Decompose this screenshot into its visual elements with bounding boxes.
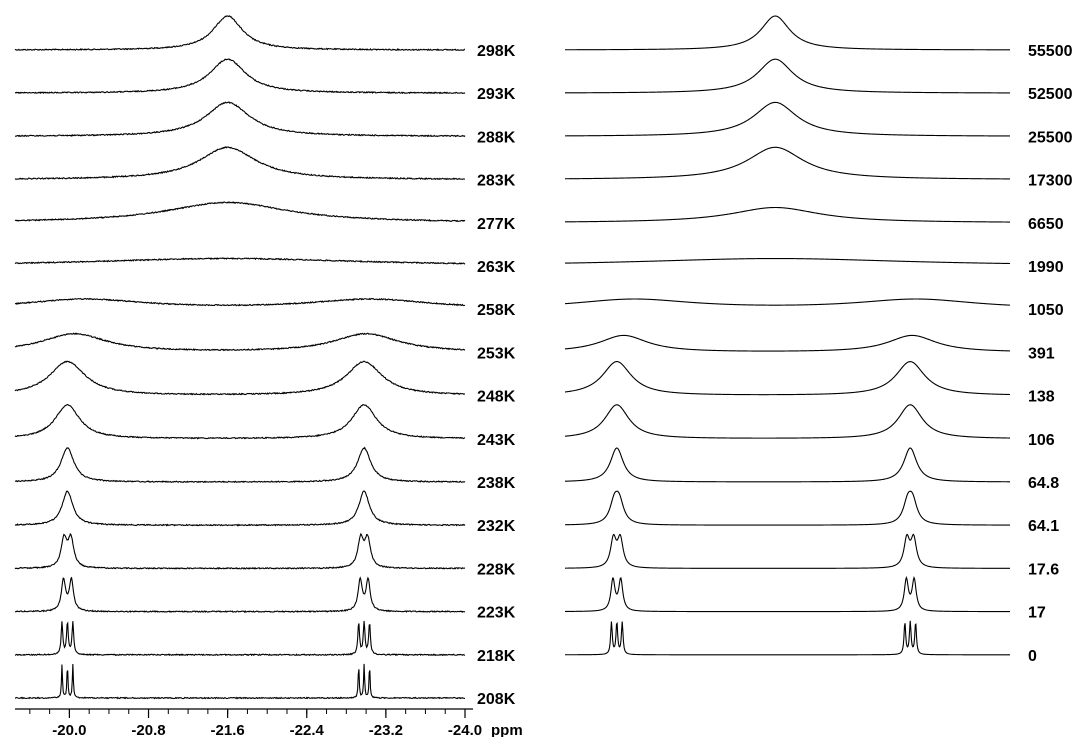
simulated-trace-17-6 [564, 533, 1010, 569]
experimental-spectra-panel: 298K 293K 288K 283K 277K 263K 258K 253K 248K 243K… [14, 15, 516, 708]
experimental-trace-228k [14, 532, 466, 570]
simulated-trace-64-8 [564, 447, 1010, 483]
x-tick-label: -22.4 [290, 722, 325, 737]
x-tick-label: -20.0 [52, 722, 86, 737]
experimental-trace-283k [14, 145, 466, 181]
x-tick-label: -23.2 [369, 722, 403, 737]
experimental-label-232k: 232K [477, 518, 516, 535]
simulated-label-64-8: 64.8 [1028, 475, 1059, 492]
simulated-label-1990: 1990 [1028, 259, 1064, 276]
experimental-label-238k: 238K [477, 475, 516, 492]
experimental-trace-293k [14, 58, 466, 95]
experimental-trace-218k [14, 620, 466, 657]
simulated-label-106: 106 [1028, 432, 1055, 449]
simulated-trace-55500 [565, 15, 1010, 51]
simulated-label-6650: 6650 [1028, 216, 1064, 233]
experimental-trace-288k [14, 101, 466, 138]
simulated-trace-106 [564, 404, 1010, 439]
experimental-trace-208k [15, 663, 466, 700]
experimental-trace-277k [14, 201, 466, 223]
simulated-label-52500: 52500 [1028, 86, 1073, 103]
simulated-trace-6650 [564, 206, 1011, 223]
simulated-trace-25500 [565, 101, 1011, 137]
simulated-label-391: 391 [1028, 345, 1055, 362]
experimental-label-258k: 258K [477, 302, 516, 319]
simulated-trace-17300 [564, 146, 1011, 180]
x-tick-label: -24.0 [448, 722, 482, 737]
x-axis: -20.0 -20.8 -21.6 -22.4 -23.2 -24.0 ppm [15, 708, 523, 737]
experimental-label-208k: 208K [477, 691, 516, 708]
experimental-trace-223k [14, 576, 466, 613]
x-tick-label: -21.6 [211, 722, 245, 737]
simulated-trace-391 [564, 334, 1011, 352]
simulated-trace-138 [564, 361, 1011, 396]
simulated-spectra-panel: 55500 52500 25500 17300 6650 1990 1050 391 138 10… [564, 15, 1073, 665]
experimental-trace-243k [14, 404, 466, 440]
experimental-trace-258k [14, 297, 466, 307]
experimental-label-263k: 263K [477, 259, 516, 276]
experimental-trace-238k [14, 446, 466, 484]
experimental-label-253k: 253K [477, 345, 516, 362]
experimental-label-283k: 283K [477, 173, 516, 190]
experimental-label-228k: 228K [477, 561, 516, 578]
experimental-label-288k: 288K [477, 129, 516, 146]
simulated-label-55500: 55500 [1028, 43, 1073, 60]
experimental-trace-232k [14, 490, 466, 527]
experimental-label-223k: 223K [477, 605, 516, 622]
experimental-label-218k: 218K [477, 648, 516, 665]
x-tick-label: -20.8 [131, 722, 165, 737]
experimental-trace-253k [14, 332, 466, 352]
simulated-label-0: 0 [1028, 648, 1037, 665]
simulated-label-17300: 17300 [1028, 173, 1073, 190]
experimental-trace-248k [14, 360, 466, 396]
simulated-trace-64-1 [564, 490, 1010, 526]
simulated-label-25500: 25500 [1028, 129, 1073, 146]
simulated-label-138: 138 [1028, 389, 1055, 406]
experimental-label-277k: 277K [477, 216, 516, 233]
simulated-trace-52500 [565, 58, 1010, 94]
experimental-label-248k: 248K [477, 389, 516, 406]
simulated-label-17-6: 17.6 [1028, 561, 1059, 578]
simulated-label-17: 17 [1028, 605, 1046, 622]
simulated-label-1050: 1050 [1028, 302, 1064, 319]
simulated-trace-1050 [564, 298, 1011, 306]
simulated-label-64-1: 64.1 [1028, 518, 1059, 535]
experimental-trace-263k [14, 257, 466, 265]
experimental-label-243k: 243K [477, 432, 516, 449]
simulated-trace-1990 [564, 257, 1011, 265]
experimental-label-298k: 298K [477, 43, 516, 60]
experimental-label-293k: 293K [477, 86, 516, 103]
experimental-trace-298k [14, 15, 466, 52]
simulated-trace-17 [564, 575, 1010, 613]
x-axis-title: ppm [491, 722, 523, 737]
simulated-trace-0 [565, 620, 1010, 656]
